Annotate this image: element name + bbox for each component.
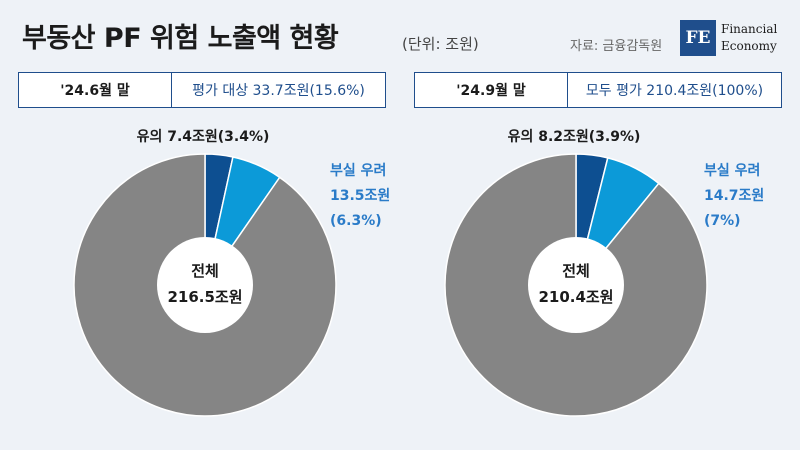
date-label-september: '24.9월 말: [415, 73, 568, 107]
pie-chart-september: 전체 210.4조원 유의 8.2조원(3.9%) 부실 우려 14.7조원 (7%): [444, 128, 764, 417]
info-box-september: '24.9월 말 모두 평가 210.4조원(100%): [414, 72, 782, 108]
logo: FE Financial Economy: [680, 20, 790, 60]
center-total-june: 216.5조원: [167, 288, 242, 306]
pie-chart-june: 전체 216.5조원 유의 7.4조원(3.4%) 부실 우려 13.5조원 (6.3%): [73, 128, 390, 417]
center-total-september: 210.4조원: [538, 288, 613, 306]
center-label-june: 전체: [191, 262, 219, 280]
label-risk-june-line2: 13.5조원: [330, 188, 390, 204]
logo-text: Financial Economy: [721, 21, 777, 55]
info-box-june: '24.6월 말 평가 대상 33.7조원(15.6%): [18, 72, 386, 108]
date-label-june: '24.6월 말: [19, 73, 172, 107]
label-risk-september-line1: 부실 우려: [704, 162, 760, 179]
note-june: 평가 대상 33.7조원(15.6%): [192, 83, 365, 99]
label-risk-june-line1: 부실 우려: [330, 162, 386, 179]
logo-line2: Economy: [721, 39, 777, 53]
label-risk-june-line3: (6.3%): [330, 213, 382, 229]
donut-hole-june: [157, 237, 253, 333]
label-caution-september: 유의 8.2조원(3.9%): [508, 128, 641, 145]
label-risk-september-line2: 14.7조원: [704, 188, 764, 204]
note-september: 모두 평가 210.4조원(100%): [585, 83, 764, 99]
label-risk-september-line3: (7%): [704, 213, 741, 229]
logo-mark: FE: [680, 20, 716, 56]
unit-label: (단위: 조원): [402, 35, 479, 53]
logo-line1: Financial: [721, 22, 778, 36]
page-title: 부동산 PF 위험 노출액 현황: [22, 23, 339, 54]
source-label: 자료: 금융감독원: [570, 39, 663, 54]
center-label-september: 전체: [562, 262, 590, 280]
label-caution-june: 유의 7.4조원(3.4%): [137, 128, 270, 145]
donut-hole-september: [528, 237, 624, 333]
